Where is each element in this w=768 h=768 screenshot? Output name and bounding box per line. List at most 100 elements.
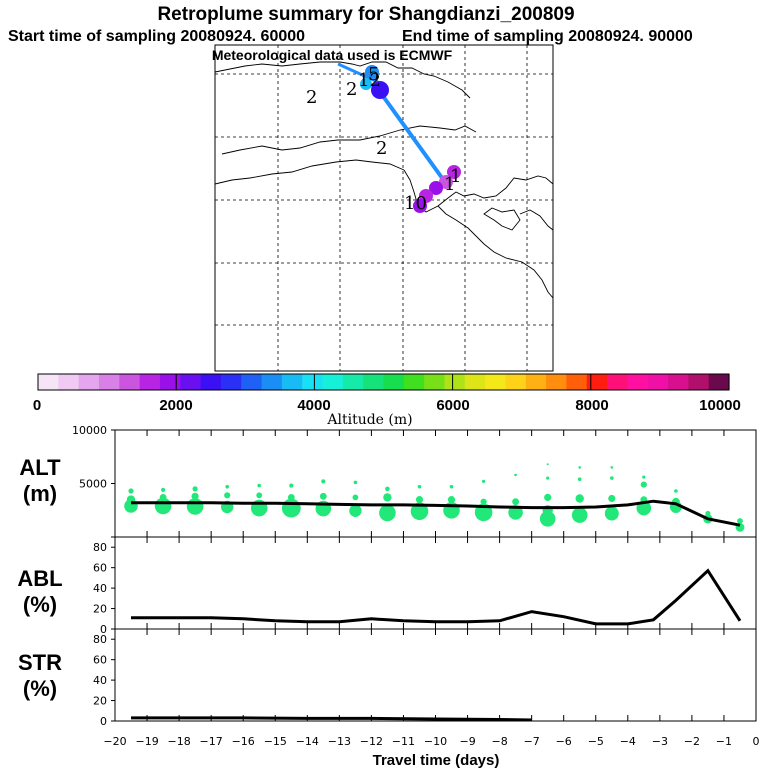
abl-panel-label: ABL <box>17 566 62 591</box>
colorbar-swatch <box>342 374 364 390</box>
colorbar-swatch <box>322 374 344 390</box>
alt-point <box>571 507 588 523</box>
alt-point <box>737 518 743 524</box>
colorbar-swatch <box>505 374 527 390</box>
plume-cluster <box>360 78 372 90</box>
alt-point <box>415 496 424 504</box>
colorbar-swatch <box>98 374 120 390</box>
str-y-tick-label: 20 <box>93 695 107 708</box>
colorbar-frame <box>37 373 730 391</box>
str-y-tick-label: 40 <box>93 674 107 687</box>
map-borders <box>214 61 554 299</box>
str-y-tick-label: 60 <box>93 654 107 667</box>
x-tick-label: −3 <box>652 735 668 748</box>
colorbar-swatch <box>220 374 242 390</box>
str-y-tick-label: 0 <box>100 715 107 728</box>
colorbar-swatch <box>444 374 466 390</box>
alt-point <box>224 492 231 499</box>
colorbar-title: Altitude (m) <box>326 412 412 428</box>
colorbar-swatch <box>302 374 324 390</box>
colorbar-swatch <box>586 374 608 390</box>
alt-plot-frame <box>114 429 757 538</box>
colorbar-swatch <box>688 374 710 390</box>
abl-panel-unit: (%) <box>23 592 57 617</box>
alt-panel-label: ALT <box>19 455 61 480</box>
abl-y-tick-label: 60 <box>93 562 107 575</box>
x-tick-label: −20 <box>103 735 126 748</box>
str-panel-unit: (%) <box>23 676 57 701</box>
alt-point <box>321 479 326 484</box>
x-tick-label: −5 <box>588 735 604 748</box>
map-label: 10 <box>404 193 427 214</box>
alt-point <box>642 475 646 479</box>
plume-cluster <box>365 65 379 79</box>
colorbar-swatch <box>241 374 263 390</box>
plume-cluster <box>447 165 461 179</box>
map-label: 1 <box>450 166 461 187</box>
alt-point <box>512 498 519 506</box>
plume-track <box>337 62 461 213</box>
x-tick-label: −16 <box>232 735 255 748</box>
colorbar-swatch <box>464 374 486 390</box>
alt-point <box>352 494 359 501</box>
colorbar-swatch <box>403 374 425 390</box>
alt-point <box>186 498 204 515</box>
abl-line <box>131 568 742 626</box>
alt-point <box>289 483 294 488</box>
alt-point <box>604 506 619 521</box>
abl-y-tick-label: 80 <box>93 541 107 554</box>
colorbar-swatch <box>200 374 222 390</box>
colorbar-swatch <box>668 374 689 390</box>
x-tick-label: −2 <box>684 735 700 748</box>
alt-point <box>544 493 552 501</box>
alt-point <box>449 484 454 489</box>
plume-cluster <box>371 81 389 99</box>
met-data-text: Meteorological data used is ECMWF <box>212 47 453 63</box>
x-tick-label: −1 <box>716 735 732 748</box>
alt-point <box>192 486 198 492</box>
chart-title: Retroplume summary for Shangdianzi_20080… <box>157 4 574 25</box>
x-tick-label: −17 <box>199 735 222 748</box>
colorbar-tick-label: 8000 <box>575 397 608 414</box>
colorbar-swatch <box>566 374 588 390</box>
map-label: 5 <box>368 64 379 85</box>
alt-point <box>575 494 584 503</box>
colorbar-swatch <box>139 374 161 390</box>
alt-point <box>128 488 134 494</box>
str-y-tick-label: 80 <box>93 633 107 646</box>
x-tick-label: −14 <box>296 735 319 748</box>
alt-point <box>383 493 392 502</box>
str-panel-label: STR <box>18 650 62 675</box>
x-tick-label: 0 <box>753 735 760 748</box>
map-label: 2 <box>306 87 317 108</box>
alt-point <box>578 466 581 469</box>
alt-panel-unit: (m) <box>23 481 57 506</box>
alt-point <box>546 476 550 480</box>
x-tick-label: −13 <box>328 735 351 748</box>
alt-point <box>161 487 166 492</box>
colorbar-swatch <box>525 374 547 390</box>
alt-point <box>482 479 486 483</box>
map-label: 2 <box>346 79 357 100</box>
str-plot-frame <box>114 628 757 722</box>
map-label: 2 <box>376 138 387 159</box>
colorbar-swatch <box>159 374 181 390</box>
x-tick-label: −12 <box>360 735 383 748</box>
alt-point <box>577 477 582 482</box>
str-plot: 0 20 40 60 80 <box>93 633 532 728</box>
map-label: 12 <box>358 70 381 91</box>
alt-point <box>287 494 295 501</box>
alt-point <box>225 484 229 489</box>
x-tick-label: −15 <box>264 735 287 748</box>
abl-y-tick-label: 40 <box>93 582 107 595</box>
map-panel: 2 2 2 1 1 10 12 5 <box>214 44 554 372</box>
x-tick-label: −19 <box>135 735 158 748</box>
alt-plot: 10000 5000 <box>72 424 745 538</box>
alt-point <box>256 492 263 499</box>
colorbar-tick-label: 10000 <box>699 397 741 414</box>
alt-point <box>674 489 678 493</box>
colorbar-tick-label: 2000 <box>159 397 192 414</box>
alt-point <box>640 481 647 488</box>
alt-point <box>539 511 556 527</box>
colorbar-swatch <box>708 374 730 390</box>
